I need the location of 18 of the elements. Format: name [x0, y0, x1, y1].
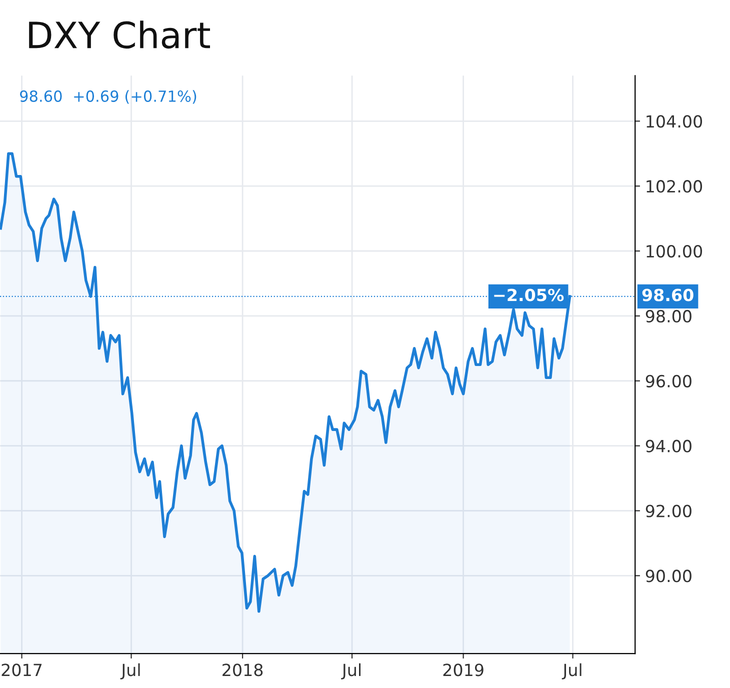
ref-line-label: 98.60: [642, 288, 694, 302]
y-tick-label: 96.00: [646, 374, 692, 388]
chart-title: DXY Chart: [29, 20, 210, 49]
y-tick-label: 90.00: [646, 570, 692, 582]
x-tick-label: 2018: [222, 664, 263, 676]
x-tick-label: 2019: [443, 664, 484, 676]
y-tick-label: 98.00: [646, 310, 692, 323]
y-tick-label: 104.00: [646, 115, 702, 128]
y-tick-label: 100.00: [646, 244, 702, 258]
x-tick-label: 2017: [2, 664, 42, 676]
x-tick-label: Jul: [562, 663, 582, 680]
y-tick-label: 102.00: [646, 180, 702, 193]
y-tick-label: 94.00: [646, 440, 692, 452]
annotation: −2.05%: [494, 288, 564, 302]
annotation: 98.60 +0.69 (+0.71%): [20, 90, 196, 104]
y-tick-label: 92.00: [646, 504, 692, 518]
x-tick-label: Jul: [341, 663, 361, 680]
x-tick-label: Jul: [120, 663, 140, 680]
